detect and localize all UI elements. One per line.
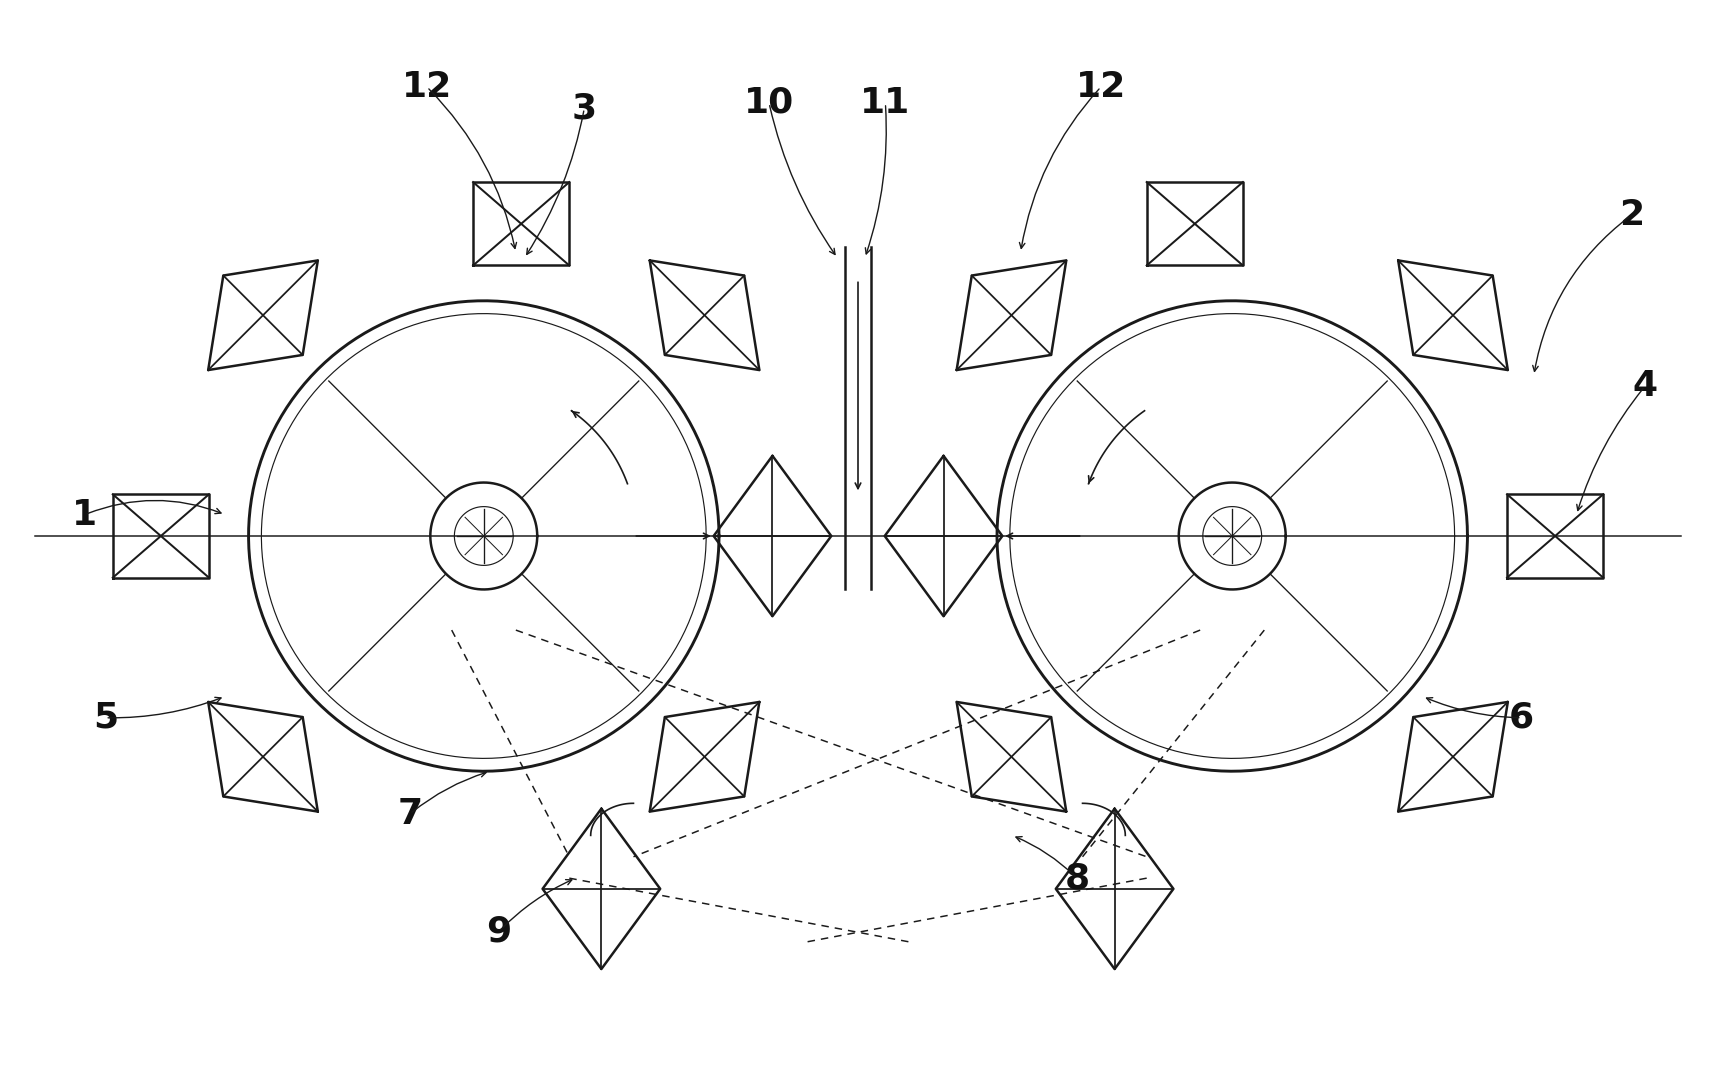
Text: 11: 11 — [860, 86, 911, 120]
Text: 2: 2 — [1618, 198, 1644, 233]
Text: 12: 12 — [402, 70, 451, 104]
Text: 1: 1 — [72, 497, 98, 532]
Text: 7: 7 — [396, 796, 422, 831]
Text: 10: 10 — [745, 86, 795, 120]
Text: 9: 9 — [486, 914, 511, 949]
Text: 5: 5 — [93, 701, 118, 734]
Text: 8: 8 — [1064, 861, 1090, 895]
Text: 4: 4 — [1632, 370, 1658, 403]
Text: 6: 6 — [1508, 701, 1534, 734]
Text: 12: 12 — [1076, 70, 1126, 104]
Text: 3: 3 — [571, 91, 597, 125]
